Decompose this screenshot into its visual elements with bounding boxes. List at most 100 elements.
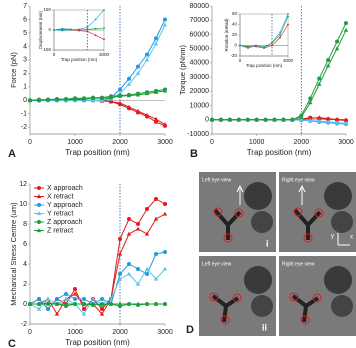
y-tick-label: 3 (23, 57, 27, 64)
marker (78, 29, 80, 31)
marker (153, 116, 159, 121)
y-tick-label: -10000 (187, 131, 209, 138)
cell (244, 182, 272, 210)
marker (100, 307, 104, 311)
y-tick-label: 10 (19, 201, 27, 208)
marker (54, 97, 60, 102)
cell (331, 211, 353, 233)
marker (325, 116, 331, 121)
marker (279, 36, 281, 39)
view-label: Right eye view (282, 177, 315, 183)
marker (136, 222, 140, 226)
marker (53, 29, 55, 31)
cell (251, 211, 273, 233)
marker (209, 117, 215, 122)
y-tick-label: 0 (23, 301, 27, 308)
marker (218, 117, 224, 122)
marker (135, 281, 141, 286)
x-axis-label: Trap position (nm) (65, 338, 130, 347)
marker (144, 91, 150, 96)
marker (287, 23, 289, 26)
marker (63, 296, 69, 301)
marker (136, 267, 140, 271)
marker (279, 34, 281, 36)
trap (232, 293, 242, 303)
marker (263, 46, 265, 48)
marker (317, 76, 322, 81)
series-line (29, 268, 166, 315)
marker (255, 44, 257, 47)
marker (126, 104, 132, 109)
cell (251, 295, 273, 317)
marker (99, 302, 105, 307)
y-tick-label: 80000 (190, 3, 210, 10)
marker (135, 108, 141, 113)
marker (108, 95, 114, 100)
x-tick-label: 2000 (112, 329, 128, 336)
marker (126, 81, 132, 86)
marker (61, 29, 64, 32)
x-tick-label: 1000 (249, 139, 265, 146)
x-tick-label: 3000 (157, 329, 173, 336)
panel-label: A (8, 148, 16, 160)
trap (289, 292, 299, 302)
y-tick-label: 2 (23, 70, 27, 77)
marker (153, 89, 159, 94)
marker (45, 296, 51, 301)
series-line (30, 24, 166, 101)
marker (72, 291, 78, 296)
marker (325, 119, 331, 124)
y-tick-label: 7 (23, 3, 27, 10)
marker (163, 250, 167, 254)
marker (54, 301, 60, 306)
marker (154, 119, 158, 124)
y-tick-label: -2 (21, 124, 27, 131)
legend-marker (36, 211, 42, 216)
marker (144, 57, 150, 62)
y-tick-label: 6 (23, 241, 27, 248)
marker (103, 38, 105, 41)
marker (127, 262, 131, 266)
marker (144, 266, 150, 271)
marker (308, 115, 313, 120)
marker (145, 52, 149, 57)
marker (94, 18, 97, 21)
y-tick-label: 5 (23, 30, 27, 37)
series-line (30, 213, 166, 315)
marker (145, 207, 149, 211)
y-tick-label: -1 (21, 111, 27, 118)
trap (223, 233, 233, 243)
marker (72, 301, 78, 306)
marker (99, 97, 105, 102)
marker (153, 41, 159, 46)
marker (153, 276, 159, 281)
marker (61, 27, 64, 30)
marker (90, 95, 96, 100)
marker (108, 99, 114, 104)
marker (334, 120, 340, 125)
marker (99, 311, 105, 316)
marker (334, 117, 340, 122)
y-tick-label: 50000 (190, 46, 210, 53)
legend-marker (37, 220, 41, 224)
y-tick-label: 8 (23, 221, 27, 228)
marker (343, 27, 349, 32)
marker (90, 97, 96, 102)
y-tick-label: 4 (23, 43, 27, 50)
panel-label: C (8, 338, 16, 348)
marker (247, 45, 249, 48)
marker (100, 297, 104, 301)
marker (117, 93, 123, 98)
y-tick-label: 0 (205, 117, 209, 124)
y-tick-label: 6 (23, 16, 27, 23)
marker (118, 272, 122, 276)
y-tick-label: 2 (23, 281, 27, 288)
x-axis-label: Trap position (nm) (247, 148, 312, 157)
panel-label: B (190, 148, 198, 160)
marker (326, 58, 331, 63)
y-tick-label: 60000 (190, 31, 210, 38)
marker (45, 300, 51, 305)
